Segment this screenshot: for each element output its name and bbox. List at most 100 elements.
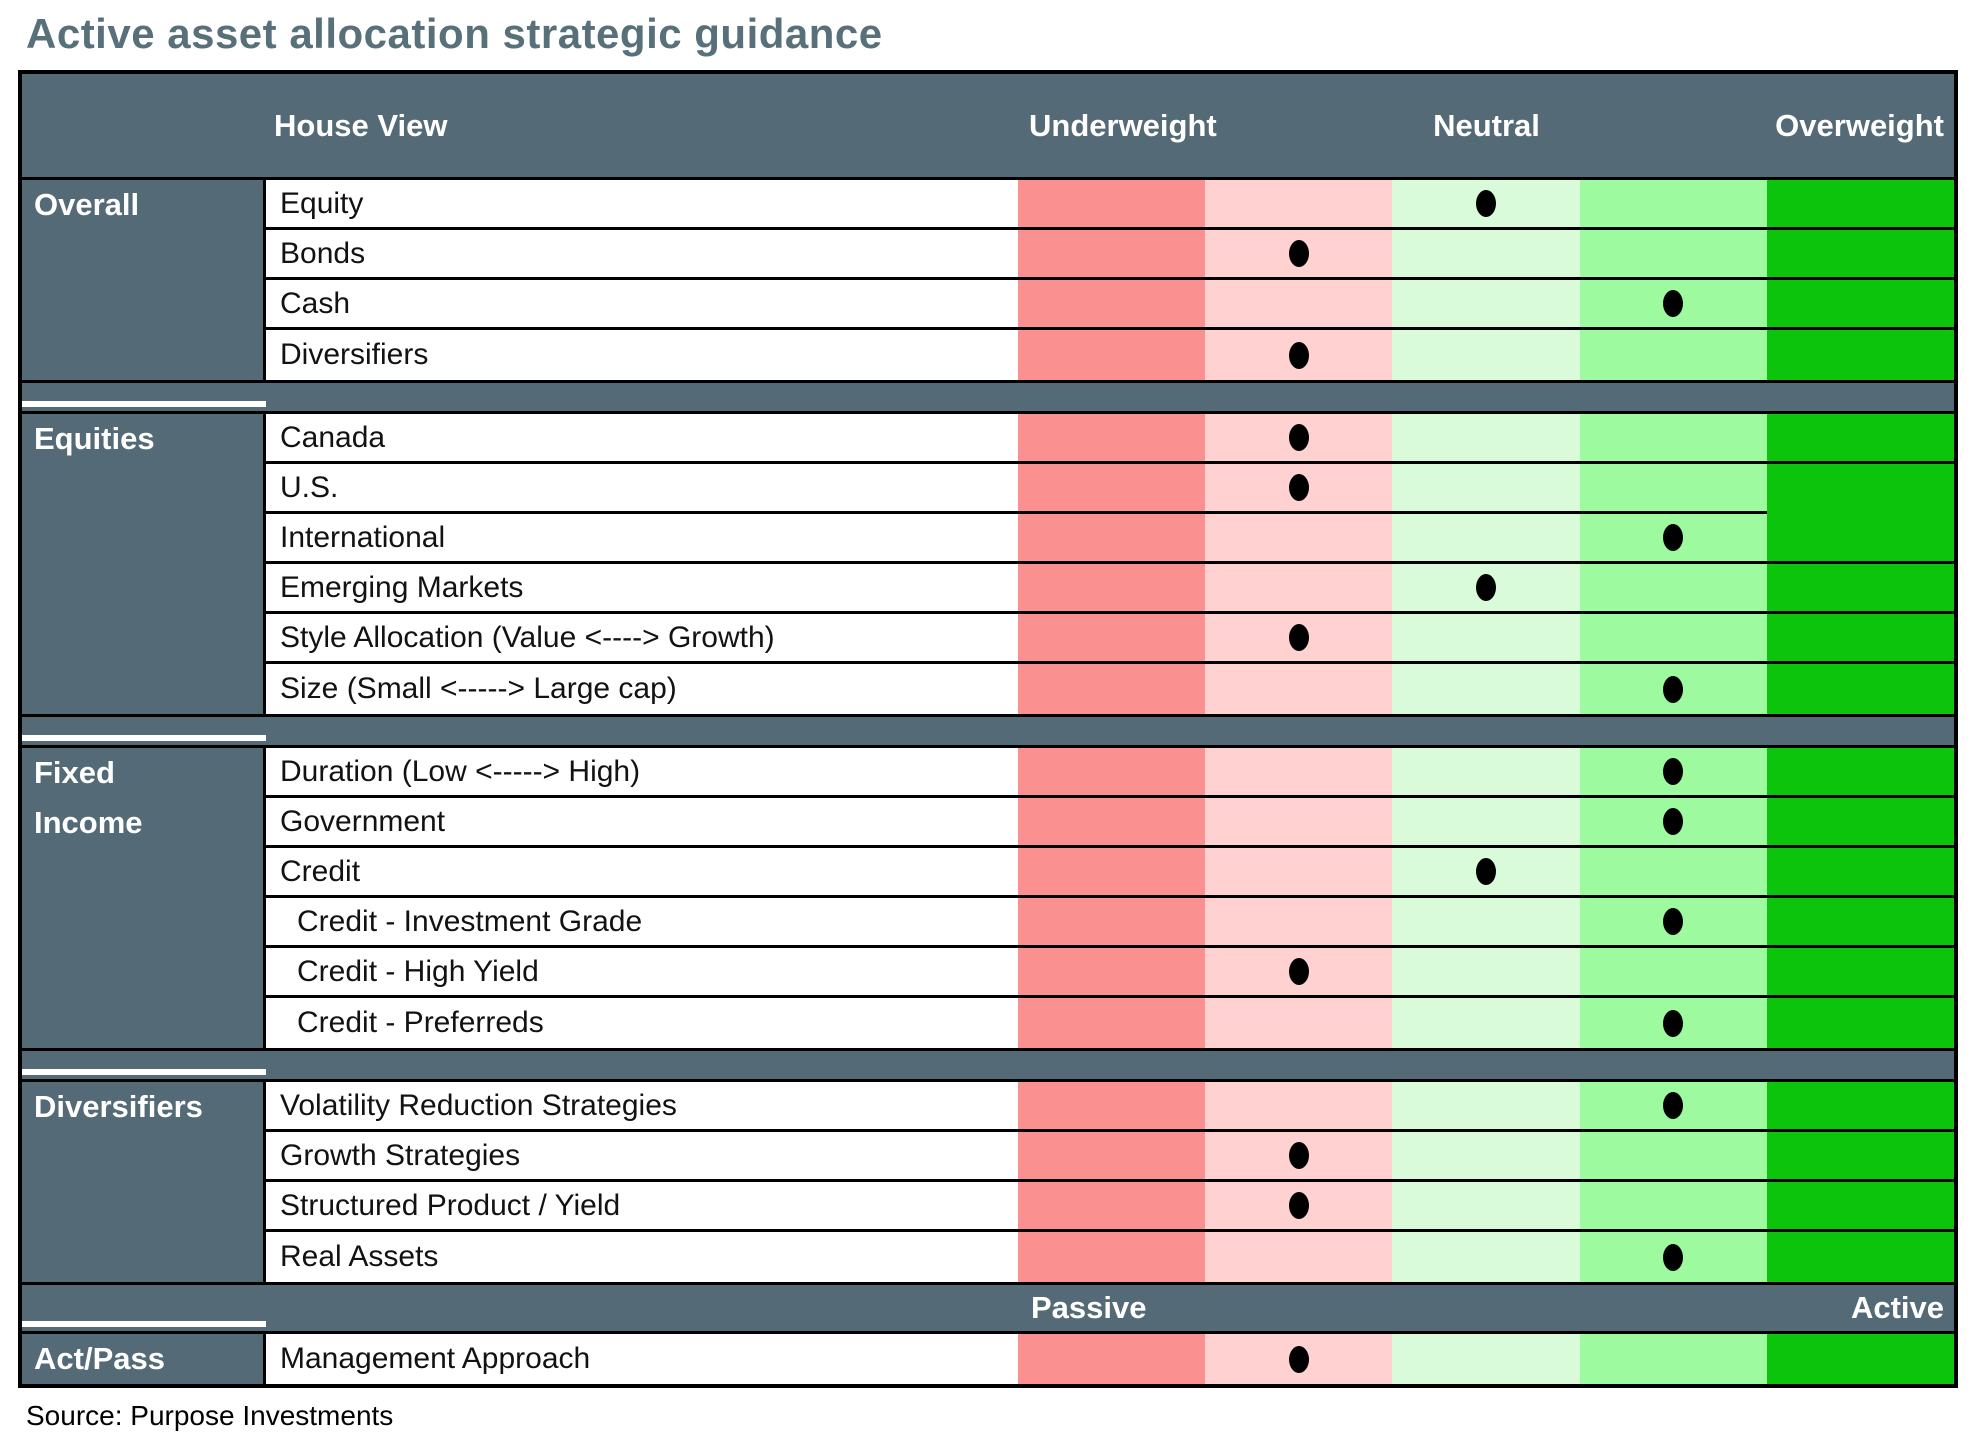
rating-cell-band-2 [1205, 330, 1393, 380]
rating-cell-band-2 [1205, 798, 1393, 848]
asset-label: Emerging Markets [266, 564, 1018, 614]
rating-cell-band-1 [1018, 664, 1206, 714]
rating-cell-band-5 [1766, 998, 1955, 1048]
asset-label: U.S. [266, 464, 1018, 514]
rating-cell-band-5 [1766, 464, 1955, 514]
table-row: Cash [266, 280, 1955, 330]
asset-label: Real Assets [266, 1232, 1018, 1282]
rating-cell-band-3 [1392, 664, 1580, 714]
table-row: Credit - Investment Grade [266, 898, 1955, 948]
dot-indicator [1476, 858, 1496, 885]
rating-cell-band-4 [1579, 1334, 1767, 1384]
rating-cell-band-2 [1205, 664, 1393, 714]
rating-cell-band-5 [1766, 1082, 1955, 1132]
rating-cell-band-4 [1579, 230, 1767, 280]
rating-cell-band-3 [1392, 1334, 1580, 1384]
table-row: Credit - High Yield [266, 948, 1955, 998]
rating-cell-band-3 [1392, 180, 1580, 230]
rating-cell-band-3 [1392, 564, 1580, 614]
rating-cell-band-4 [1579, 280, 1767, 330]
rating-cell-band-1 [1018, 414, 1206, 464]
asset-label: Cash [266, 280, 1018, 330]
rating-cell-band-4 [1579, 748, 1767, 798]
table-row: International [266, 514, 1955, 564]
rating-cell-band-2 [1205, 564, 1393, 614]
rating-cell-band-4 [1579, 798, 1767, 848]
rating-cell-band-5 [1766, 948, 1955, 998]
asset-label: Size (Small <-----> Large cap) [266, 664, 1018, 714]
rating-cell-band-3 [1392, 898, 1580, 948]
header-scale-labels: Underweight Neutral Overweight [1021, 108, 1954, 144]
rating-cell-band-3 [1392, 280, 1580, 330]
dot-indicator [1288, 341, 1309, 369]
table-row: Bonds [266, 230, 1955, 280]
passive-band-labels: Passive Active [266, 1285, 1954, 1331]
rating-cell-band-4 [1579, 1182, 1767, 1232]
header-overweight: Overweight [1775, 107, 1944, 143]
section-diversifiers: Diversifiers Volatility Reduction Strateg… [22, 1082, 1955, 1282]
table-row: Equity [266, 180, 1955, 230]
asset-label: Credit [266, 848, 1018, 898]
table-row: Size (Small <-----> Large cap) [266, 664, 1955, 714]
rating-cell-band-1 [1018, 798, 1206, 848]
rating-cell-band-3 [1392, 514, 1580, 564]
active-label: Active [1850, 1290, 1944, 1325]
section-rows: Canada U.S. International Emerging Markets S… [266, 414, 1955, 714]
rating-cell-band-3 [1392, 1082, 1580, 1132]
section-separator [22, 380, 1954, 414]
asset-label: Bonds [266, 230, 1018, 280]
rating-cell-band-4 [1579, 898, 1767, 948]
rating-cell-band-1 [1018, 330, 1206, 380]
asset-label: Equity [266, 180, 1018, 230]
rating-cell-band-5 [1766, 1232, 1955, 1282]
rating-cell-band-4 [1579, 464, 1767, 514]
rating-cell-band-1 [1018, 748, 1206, 798]
rating-cell-band-5 [1766, 1334, 1955, 1384]
rating-cell-band-1 [1018, 998, 1206, 1048]
rating-cell-band-3 [1392, 1232, 1580, 1282]
rating-cell-band-2 [1205, 1132, 1393, 1182]
asset-label: Volatility Reduction Strategies [266, 1082, 1018, 1132]
section-overall: Overall Equity Bonds Cash Diversifiers [22, 180, 1955, 380]
rating-cell-band-5 [1766, 748, 1955, 798]
table-row: Real Assets [266, 1232, 1955, 1282]
dot-indicator [1663, 1009, 1684, 1037]
dot-indicator [1663, 758, 1684, 785]
rating-cell-band-2 [1205, 464, 1393, 514]
section-separator [22, 1048, 1954, 1082]
section-act-pass: Act/Pass Management Approach [22, 1334, 1955, 1384]
table-row: Structured Product / Yield [266, 1182, 1955, 1232]
asset-label: Management Approach [266, 1334, 1018, 1384]
table-row: Duration (Low <-----> High) [266, 748, 1955, 798]
rating-cell-band-3 [1392, 330, 1580, 380]
dot-indicator [1476, 190, 1496, 217]
rating-cell-band-5 [1766, 848, 1955, 898]
rating-cell-band-4 [1579, 330, 1767, 380]
rating-cell-band-2 [1205, 414, 1393, 464]
rating-cell-band-4 [1579, 414, 1767, 464]
rating-cell-band-4 [1579, 1232, 1767, 1282]
rating-cell-band-2 [1205, 748, 1393, 798]
rating-cell-band-3 [1392, 948, 1580, 998]
rating-cell-band-1 [1018, 514, 1206, 564]
table-row: Volatility Reduction Strategies [266, 1082, 1955, 1132]
asset-label: Style Allocation (Value <----> Growth) [266, 614, 1018, 664]
rating-cell-band-1 [1018, 948, 1206, 998]
dot-indicator [1663, 1092, 1684, 1119]
section-fixed-income: Fixed Income Duration (Low <-----> High) G… [22, 748, 1955, 1048]
rating-cell-band-1 [1018, 1132, 1206, 1182]
rating-cell-band-4 [1579, 180, 1767, 230]
rating-cell-band-5 [1766, 1132, 1955, 1182]
dot-indicator [1476, 574, 1496, 601]
table-header: House View Underweight Neutral Overweigh… [22, 74, 1954, 180]
asset-label: Duration (Low <-----> High) [266, 748, 1018, 798]
rating-cell-band-3 [1392, 1132, 1580, 1182]
rating-cell-band-3 [1392, 614, 1580, 664]
asset-label: Credit - High Yield [266, 948, 1018, 998]
table-row: Canada [266, 414, 1955, 464]
section-rows: Equity Bonds Cash Diversifiers [266, 180, 1955, 380]
rating-cell-band-1 [1018, 230, 1206, 280]
separator-left [22, 717, 266, 745]
rating-cell-band-4 [1579, 514, 1767, 564]
